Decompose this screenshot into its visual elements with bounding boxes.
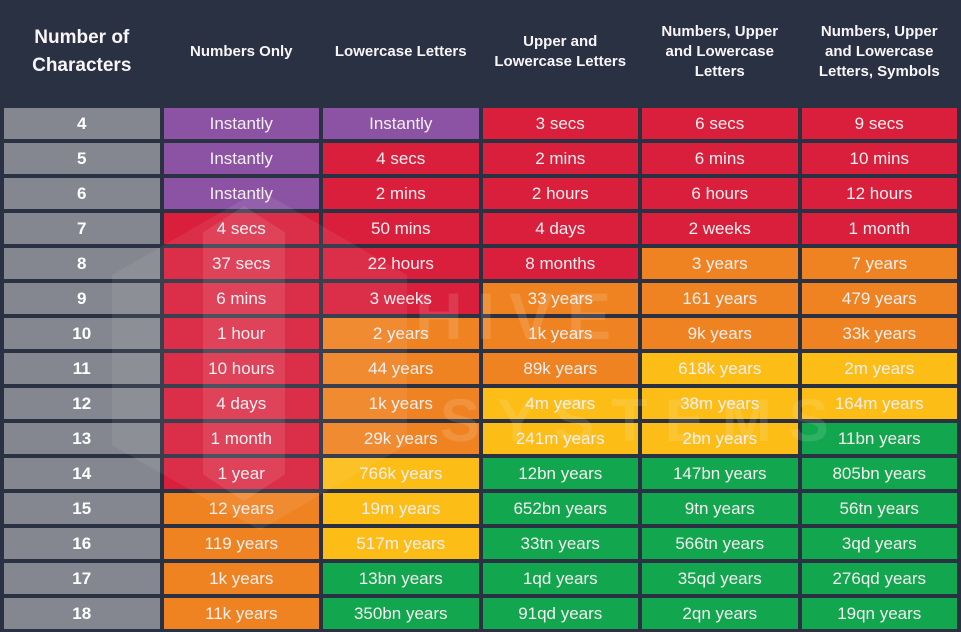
time-cell: 805bn years: [801, 458, 957, 489]
char-count-cell: 6: [4, 178, 160, 209]
char-count-cell: 4: [4, 108, 160, 139]
table-header: Number of Characters Numbers Only Lowerc…: [0, 0, 961, 104]
time-cell: 10 hours: [163, 353, 319, 384]
time-cell: 1 month: [801, 213, 957, 244]
time-cell: 6 mins: [642, 143, 798, 174]
time-cell: 517m years: [323, 528, 479, 559]
time-cell: 618k years: [642, 353, 798, 384]
time-cell: 147bn years: [642, 458, 798, 489]
time-cell: 33k years: [801, 318, 957, 349]
time-cell: 4m years: [482, 388, 638, 419]
time-cell: 2qn years: [642, 598, 798, 629]
time-cell: 35qd years: [642, 563, 798, 594]
time-cell: 29k years: [323, 423, 479, 454]
time-cell: 4 days: [163, 388, 319, 419]
char-count-cell: 18: [4, 598, 160, 629]
time-cell: 241m years: [482, 423, 638, 454]
time-cell: 9 secs: [801, 108, 957, 139]
header-numbers-upper-lowercase-symbols: Numbers, Upper and Lowercase Letters, Sy…: [818, 23, 940, 80]
time-cell: 1k years: [482, 318, 638, 349]
time-cell: 22 hours: [323, 248, 479, 279]
char-count-cell: 10: [4, 318, 160, 349]
time-cell: 766k years: [323, 458, 479, 489]
time-cell: 11bn years: [801, 423, 957, 454]
time-cell: 1qd years: [482, 563, 638, 594]
time-cell: 3 years: [642, 248, 798, 279]
time-cell: Instantly: [163, 108, 319, 139]
time-cell: 1k years: [323, 388, 479, 419]
char-count-cell: 5: [4, 143, 160, 174]
time-cell: 91qd years: [482, 598, 638, 629]
time-cell: 56tn years: [801, 493, 957, 524]
time-cell: 1 month: [163, 423, 319, 454]
time-cell: 479 years: [801, 283, 957, 314]
time-cell: 350bn years: [323, 598, 479, 629]
time-cell: 10 mins: [801, 143, 957, 174]
time-cell: 33tn years: [482, 528, 638, 559]
time-cell: 13bn years: [323, 563, 479, 594]
char-count-cell: 17: [4, 563, 160, 594]
char-count-cell: 9: [4, 283, 160, 314]
char-count-cell: 7: [4, 213, 160, 244]
header-upper-lowercase-letters: Upper and Lowercase Letters: [494, 33, 627, 70]
time-cell: 2bn years: [642, 423, 798, 454]
time-cell: 19m years: [323, 493, 479, 524]
time-cell: 161 years: [642, 283, 798, 314]
time-cell: 1 hour: [163, 318, 319, 349]
time-cell: 2 weeks: [642, 213, 798, 244]
time-cell: 8 months: [482, 248, 638, 279]
time-cell: Instantly: [163, 143, 319, 174]
char-count-cell: 14: [4, 458, 160, 489]
time-cell: 4 days: [482, 213, 638, 244]
time-cell: 164m years: [801, 388, 957, 419]
time-cell: 12bn years: [482, 458, 638, 489]
table-body: 4 Instantly Instantly 3 secs 6 secs 9 se…: [0, 104, 961, 629]
time-cell: 12 hours: [801, 178, 957, 209]
char-count-cell: 12: [4, 388, 160, 419]
time-cell: 2 years: [323, 318, 479, 349]
header-numbers-only: Numbers Only: [189, 43, 293, 61]
time-cell: 6 secs: [642, 108, 798, 139]
time-cell: 7 years: [801, 248, 957, 279]
time-cell: 652bn years: [482, 493, 638, 524]
time-cell: 33 years: [482, 283, 638, 314]
header-lowercase-letters: Lowercase Letters: [334, 43, 467, 61]
time-cell: 12 years: [163, 493, 319, 524]
char-count-cell: 13: [4, 423, 160, 454]
time-cell: 9tn years: [642, 493, 798, 524]
header-number-of-characters: Number of Characters: [32, 27, 132, 76]
time-cell: 4 secs: [163, 213, 319, 244]
time-cell: 1k years: [163, 563, 319, 594]
time-cell: 2 mins: [482, 143, 638, 174]
time-cell: 37 secs: [163, 248, 319, 279]
time-cell: 89k years: [482, 353, 638, 384]
time-cell: 566tn years: [642, 528, 798, 559]
time-cell: 6 hours: [642, 178, 798, 209]
time-cell: 4 secs: [323, 143, 479, 174]
time-cell: 3qd years: [801, 528, 957, 559]
header-numbers-upper-lowercase: Numbers, Upper and Lowercase Letters: [661, 23, 779, 80]
char-count-cell: 11: [4, 353, 160, 384]
time-cell: 6 mins: [163, 283, 319, 314]
time-cell: 1 year: [163, 458, 319, 489]
time-cell: 44 years: [323, 353, 479, 384]
char-count-cell: 16: [4, 528, 160, 559]
time-cell: 19qn years: [801, 598, 957, 629]
time-cell: 3 weeks: [323, 283, 479, 314]
time-cell: 3 secs: [482, 108, 638, 139]
time-cell: 50 mins: [323, 213, 479, 244]
char-count-cell: 8: [4, 248, 160, 279]
time-cell: 2 hours: [482, 178, 638, 209]
time-cell: 2 mins: [323, 178, 479, 209]
char-count-cell: 15: [4, 493, 160, 524]
time-cell: Instantly: [163, 178, 319, 209]
time-cell: 38m years: [642, 388, 798, 419]
time-cell: 2m years: [801, 353, 957, 384]
time-cell: 9k years: [642, 318, 798, 349]
time-cell: Instantly: [323, 108, 479, 139]
time-cell: 119 years: [163, 528, 319, 559]
time-cell: 276qd years: [801, 563, 957, 594]
time-cell: 11k years: [163, 598, 319, 629]
